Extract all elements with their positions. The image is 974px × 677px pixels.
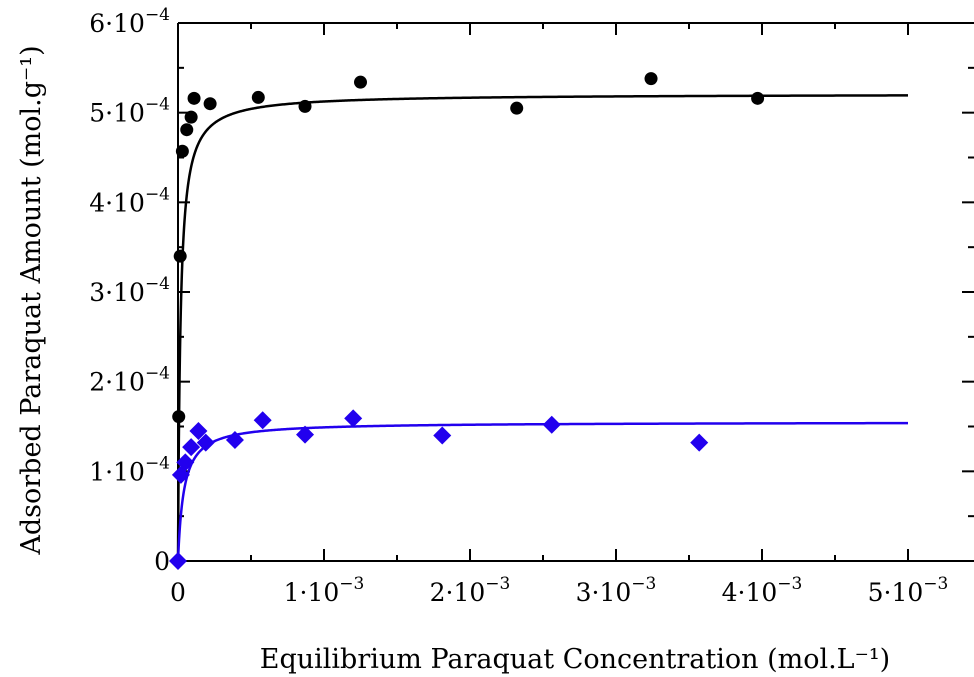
data-point-series-2	[344, 409, 363, 428]
data-point-series-2	[169, 552, 187, 570]
y-tick-label: 5·10−4	[89, 95, 170, 128]
data-point-series-1	[203, 97, 217, 111]
fit-curve-series-1	[176, 94, 909, 561]
data-point-series-2	[690, 433, 709, 452]
data-point-series-1	[354, 75, 367, 89]
data-point-series-2	[189, 421, 208, 440]
data-point-series-1	[298, 99, 312, 113]
data-point-series-1	[251, 90, 265, 104]
x-tick-label: 2·10−3	[430, 574, 511, 607]
y-tick-label: 4·10−4	[89, 184, 170, 217]
y-axis-label: Adsorbed Paraquat Amount (mol.g⁻¹)	[16, 45, 47, 555]
y-tick-label: 2·10−4	[89, 364, 170, 397]
data-point-series-2	[253, 411, 272, 430]
data-point-series-1	[751, 91, 765, 105]
data-point-series-2	[542, 415, 561, 434]
x-tick-label: 5·10−3	[868, 574, 949, 607]
data-point-series-2	[296, 425, 315, 444]
y-axis-ticks: 0 1·10−4 2·10−4 3·10−4 4·10−4 5·10−4 6·10−4	[89, 5, 974, 576]
data-point-series-1	[175, 144, 189, 158]
fit-curves	[176, 94, 909, 562]
x-tick-label: 3·10−3	[576, 574, 657, 607]
x-tick-label: 4·10−3	[722, 574, 803, 607]
data-point-series-1	[644, 72, 658, 86]
data-point-series-2	[225, 430, 244, 449]
x-tick-label: 0	[170, 578, 186, 607]
data-point-series-1	[172, 410, 186, 424]
data-point-series-1	[184, 110, 198, 124]
data-point-series-2	[182, 438, 201, 457]
x-tick-label: 1·10−3	[284, 574, 365, 607]
data-point-series-2	[433, 426, 452, 445]
y-tick-label: 1·10−4	[89, 453, 170, 486]
data-point-series-1	[510, 101, 524, 115]
data-point-series-2	[176, 453, 195, 472]
data-markers	[169, 72, 765, 570]
fit-curve-series-2	[176, 421, 908, 562]
data-point-series-1	[187, 91, 201, 105]
y-tick-label: 3·10−4	[89, 274, 170, 307]
x-axis-ticks: 0 1·10−3 2·10−3 3·10−3 4·10−3 5·10−3	[170, 23, 948, 607]
data-point-series-2	[196, 433, 215, 452]
y-tick-label: 0	[154, 547, 170, 576]
y-tick-label: 6·10−4	[89, 5, 170, 38]
data-point-series-1	[180, 123, 194, 137]
data-point-series-1	[173, 249, 187, 263]
x-axis-label: Equilibrium Paraquat Concentration (mol.…	[260, 644, 890, 675]
